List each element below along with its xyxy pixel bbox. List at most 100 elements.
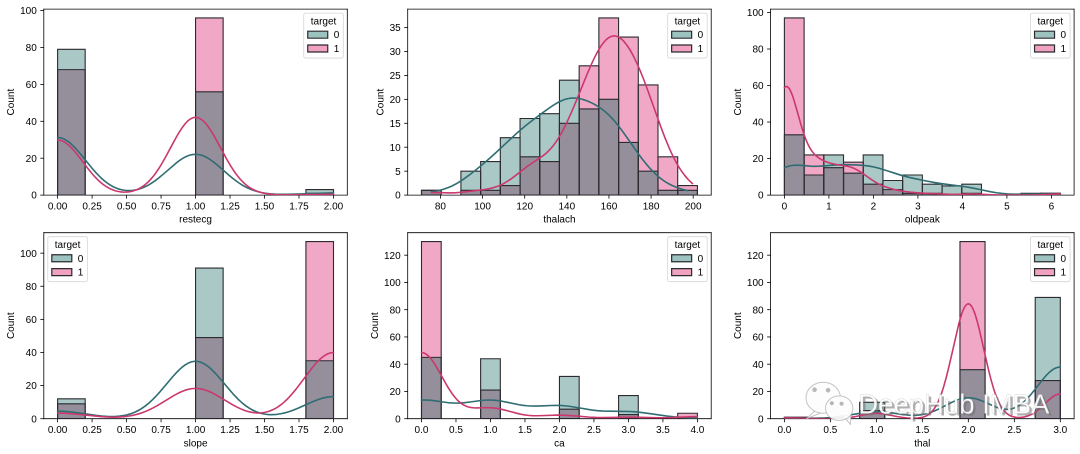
svg-text:0.75: 0.75 [151, 425, 171, 436]
svg-text:2.0: 2.0 [552, 425, 566, 436]
svg-text:100: 100 [20, 6, 37, 17]
svg-text:1.50: 1.50 [255, 425, 275, 436]
svg-text:2.5: 2.5 [1007, 425, 1021, 436]
svg-text:4.0: 4.0 [690, 425, 704, 436]
svg-text:1: 1 [1061, 44, 1067, 55]
svg-text:1.5: 1.5 [915, 425, 929, 436]
svg-text:2.5: 2.5 [587, 425, 601, 436]
svg-text:100: 100 [747, 278, 764, 289]
svg-text:40: 40 [26, 348, 38, 359]
svg-text:thal: thal [914, 438, 930, 449]
svg-text:1: 1 [78, 268, 84, 279]
svg-text:Count: Count [733, 89, 744, 116]
svg-text:0: 0 [395, 414, 401, 425]
svg-text:1.00: 1.00 [186, 425, 206, 436]
svg-text:0.25: 0.25 [82, 201, 102, 212]
svg-text:120: 120 [516, 201, 533, 212]
svg-text:30: 30 [390, 47, 402, 58]
svg-text:1: 1 [334, 44, 340, 55]
svg-text:1.75: 1.75 [289, 425, 309, 436]
svg-text:0: 0 [31, 191, 37, 202]
svg-text:target: target [311, 16, 337, 27]
svg-text:1.00: 1.00 [186, 201, 206, 212]
svg-text:0: 0 [758, 191, 764, 202]
svg-text:1.75: 1.75 [289, 201, 309, 212]
svg-text:100: 100 [384, 278, 401, 289]
svg-text:5: 5 [395, 167, 401, 178]
svg-text:2.00: 2.00 [324, 425, 344, 436]
svg-text:80: 80 [26, 43, 38, 54]
svg-text:1: 1 [826, 201, 832, 212]
svg-text:1: 1 [1061, 268, 1067, 279]
svg-text:60: 60 [752, 333, 764, 344]
svg-text:ca: ca [554, 438, 565, 449]
svg-text:DeepHub IMBA: DeepHub IMBA [861, 391, 1053, 422]
svg-text:20: 20 [26, 154, 38, 165]
svg-text:0: 0 [1061, 30, 1067, 41]
svg-text:4: 4 [960, 201, 966, 212]
svg-text:0.25: 0.25 [82, 425, 102, 436]
svg-text:40: 40 [390, 360, 402, 371]
svg-text:20: 20 [752, 387, 764, 398]
svg-text:1.25: 1.25 [220, 201, 240, 212]
svg-text:1: 1 [698, 268, 704, 279]
svg-text:60: 60 [752, 81, 764, 92]
svg-text:1: 1 [698, 44, 704, 55]
svg-text:2.00: 2.00 [324, 201, 344, 212]
svg-text:80: 80 [26, 282, 38, 293]
svg-text:0: 0 [782, 201, 788, 212]
svg-text:60: 60 [390, 333, 402, 344]
svg-text:Count: Count [6, 312, 17, 339]
svg-text:200: 200 [685, 201, 702, 212]
svg-text:3.0: 3.0 [1053, 425, 1067, 436]
svg-text:3.0: 3.0 [621, 425, 635, 436]
svg-text:0: 0 [395, 191, 401, 202]
svg-text:0: 0 [698, 30, 704, 41]
svg-text:60: 60 [26, 80, 38, 91]
svg-text:80: 80 [390, 305, 402, 316]
svg-text:1.25: 1.25 [220, 425, 240, 436]
svg-text:10: 10 [390, 143, 402, 154]
svg-text:0.5: 0.5 [823, 425, 837, 436]
svg-text:3: 3 [915, 201, 921, 212]
svg-text:40: 40 [752, 360, 764, 371]
svg-text:0.0: 0.0 [777, 425, 791, 436]
svg-text:120: 120 [384, 251, 401, 262]
svg-text:5: 5 [1004, 201, 1010, 212]
svg-text:0.0: 0.0 [415, 425, 429, 436]
svg-text:35: 35 [390, 23, 402, 34]
svg-text:60: 60 [26, 315, 38, 326]
svg-text:0: 0 [698, 254, 704, 265]
svg-text:target: target [1038, 240, 1064, 251]
svg-text:15: 15 [390, 119, 402, 130]
svg-text:slope: slope [184, 438, 208, 449]
svg-text:80: 80 [435, 201, 447, 212]
svg-text:140: 140 [558, 201, 575, 212]
svg-text:Count: Count [376, 89, 387, 116]
svg-text:120: 120 [747, 251, 764, 262]
svg-text:100: 100 [747, 8, 764, 19]
svg-text:40: 40 [26, 117, 38, 128]
svg-text:0: 0 [78, 254, 84, 265]
svg-text:target: target [675, 16, 701, 27]
svg-text:180: 180 [643, 201, 660, 212]
svg-text:20: 20 [390, 387, 402, 398]
svg-text:Count: Count [733, 312, 744, 339]
svg-text:thalach: thalach [543, 215, 575, 226]
svg-text:0.5: 0.5 [449, 425, 463, 436]
svg-text:100: 100 [20, 249, 37, 260]
svg-text:target: target [1038, 16, 1064, 27]
svg-text:restecg: restecg [179, 215, 212, 226]
svg-text:6: 6 [1049, 201, 1055, 212]
svg-text:160: 160 [601, 201, 618, 212]
svg-text:1.0: 1.0 [484, 425, 498, 436]
svg-text:40: 40 [752, 118, 764, 129]
svg-text:2: 2 [871, 201, 877, 212]
svg-text:100: 100 [474, 201, 491, 212]
svg-text:Count: Count [370, 312, 381, 339]
svg-text:20: 20 [752, 154, 764, 165]
svg-text:oldpeak: oldpeak [905, 215, 941, 226]
svg-text:80: 80 [752, 305, 764, 316]
svg-text:0.50: 0.50 [117, 425, 137, 436]
svg-text:target: target [55, 240, 81, 251]
